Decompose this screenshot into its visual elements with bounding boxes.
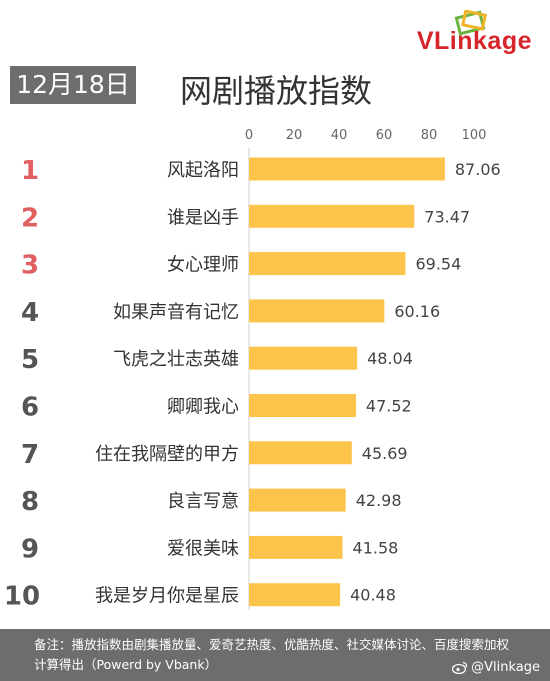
x-tick-label: 0 (245, 128, 253, 143)
rank-number: 7 (21, 440, 39, 470)
rank-number: 10 (4, 582, 40, 612)
x-tick-label: 100 (462, 128, 487, 143)
category-label: 住在我隔壁的甲方 (95, 444, 239, 465)
category-label: 谁是凶手 (167, 207, 239, 228)
value-label: 48.04 (367, 349, 413, 368)
value-label: 45.69 (362, 444, 408, 463)
value-label: 73.47 (424, 207, 470, 226)
category-label: 如果声音有记忆 (113, 302, 239, 323)
date-badge: 12月18日 (10, 66, 136, 104)
rank-number: 9 (21, 534, 39, 564)
rank-number: 8 (21, 487, 39, 517)
bar (249, 252, 406, 276)
category-label: 卿卿我心 (167, 397, 239, 418)
category-label: 爱很美味 (167, 538, 239, 559)
value-label: 41.58 (353, 538, 399, 557)
value-label: 60.16 (394, 302, 440, 321)
x-tick-label: 20 (286, 128, 303, 143)
bar (249, 204, 415, 228)
x-tick-label: 60 (376, 128, 393, 143)
weibo-icon (452, 661, 468, 674)
bar (249, 488, 346, 512)
category-label: 我是岁月你是星辰 (95, 586, 239, 607)
vlinkage-logo: VLinkage (412, 8, 532, 56)
x-tick-label: 40 (331, 128, 348, 143)
bar (249, 441, 352, 465)
bar (249, 299, 385, 323)
x-tick-label: 80 (421, 128, 438, 143)
bar (249, 535, 343, 559)
category-label: 女心理师 (167, 255, 239, 276)
rank-number: 1 (21, 156, 39, 186)
value-label: 42.98 (356, 491, 402, 510)
logo-mark-icon (454, 10, 488, 36)
rank-number: 3 (21, 251, 39, 281)
chart-title: 网剧播放指数 (180, 72, 373, 110)
weibo-handle: @Vlinkage (452, 660, 540, 675)
rank-number: 5 (21, 345, 39, 375)
value-label: 87.06 (455, 160, 501, 179)
value-label: 69.54 (415, 255, 461, 274)
rank-number: 4 (21, 298, 39, 328)
logo-text: VLinkage (416, 27, 532, 55)
category-label: 良言写意 (167, 491, 239, 512)
footer-note: 备注：播放指数由剧集播放量、爱奇艺热度、优酷热度、社交媒体讨论、百度搜索加权计算… (34, 637, 510, 672)
category-label: 飞虎之壮志英雄 (113, 349, 239, 370)
bar-chart: 0 20 40 60 80 100 1 风起洛阳 87.06 2 谁是凶手 73.47 3 女心理师 69.… (4, 128, 501, 612)
footer: 备注：播放指数由剧集播放量、爱奇艺热度、优酷热度、社交媒体讨论、百度搜索加权计算… (0, 629, 550, 681)
category-label: 风起洛阳 (167, 160, 239, 181)
weibo-handle-text: @Vlinkage (471, 660, 540, 675)
bar (249, 346, 358, 370)
rank-number: 6 (21, 393, 39, 423)
value-label: 47.52 (366, 397, 412, 416)
value-label: 40.48 (350, 586, 396, 605)
bar (249, 583, 341, 607)
bar (249, 394, 356, 417)
rank-number: 2 (21, 203, 39, 233)
bar (249, 157, 445, 181)
